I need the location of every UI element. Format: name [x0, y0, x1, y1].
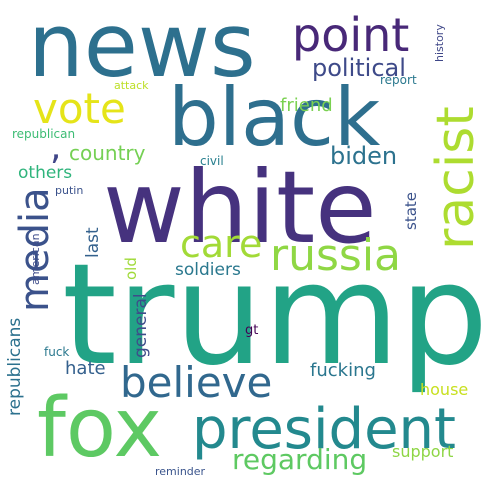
word-fucking: fucking — [310, 360, 376, 381]
word-racist: racist — [426, 106, 486, 250]
word-care: care — [180, 222, 263, 266]
word-political: political — [312, 54, 406, 82]
word-news: news — [28, 0, 256, 97]
word-point: point — [292, 8, 410, 62]
word-republican: republican — [12, 127, 76, 141]
word-russia: russia — [270, 230, 402, 281]
word-putin: putin — [55, 184, 84, 197]
word-reminder: reminder — [155, 465, 206, 478]
word-believe: believe — [120, 358, 273, 407]
word-last: last — [83, 227, 103, 258]
word-gt: gt — [245, 323, 259, 338]
word-trump: trump — [62, 234, 489, 397]
word-republicans: republicans — [5, 317, 25, 416]
word-regarding: regarding — [232, 443, 368, 476]
word-biden: biden — [330, 142, 398, 170]
word-friend: friend — [280, 95, 333, 116]
word-state: state — [402, 192, 420, 230]
word-house: house — [420, 380, 469, 399]
word-old: old — [122, 257, 140, 280]
word-hate: hate — [65, 358, 106, 379]
word-soldiers: soldiers — [175, 260, 241, 280]
word-civil: civil — [200, 154, 224, 168]
word-white: white — [103, 149, 377, 266]
word-support: support — [392, 442, 454, 461]
word-black: black — [168, 71, 381, 164]
word-vote: vote — [33, 84, 126, 133]
word-president: president — [192, 397, 456, 462]
word-fuck: fuck — [44, 345, 70, 359]
word-report: report — [380, 73, 417, 87]
word-attack: attack — [114, 79, 149, 92]
word-country: country — [69, 141, 146, 165]
word-others: others — [18, 163, 73, 183]
word-general: general — [131, 293, 151, 358]
word-history: history — [433, 24, 446, 62]
word-fox: fox — [37, 381, 163, 476]
word-american: american — [29, 233, 42, 285]
word-comma: , — [50, 127, 62, 168]
